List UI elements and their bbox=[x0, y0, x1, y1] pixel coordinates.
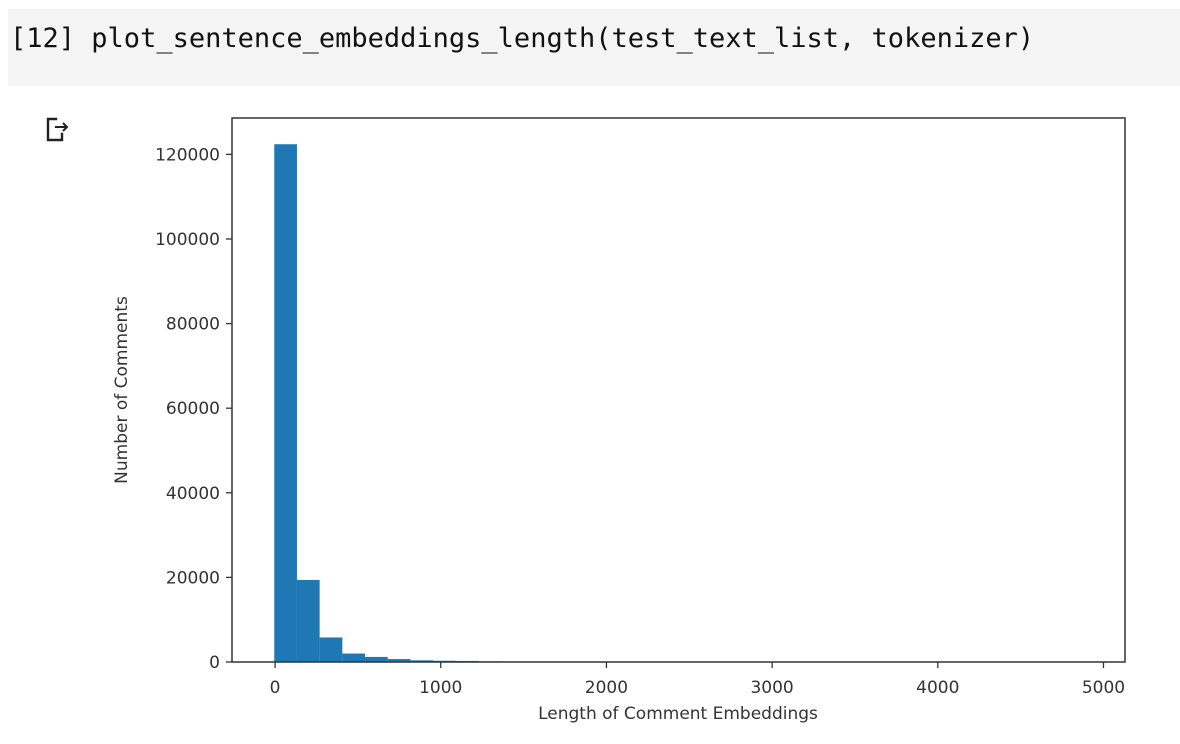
y-tick-label: 40000 bbox=[166, 484, 220, 504]
y-tick-label: 80000 bbox=[166, 315, 220, 335]
bars-group bbox=[274, 144, 502, 663]
histogram-bar bbox=[319, 637, 343, 662]
execution-count: [12] bbox=[10, 23, 76, 54]
histogram-bar bbox=[387, 659, 411, 662]
x-axis-label: Length of Comment Embeddings bbox=[538, 704, 818, 724]
histogram-bar bbox=[342, 653, 366, 662]
y-tick-label: 0 bbox=[209, 653, 220, 673]
y-tick-label: 120000 bbox=[155, 145, 220, 165]
code-line: [12] plot_sentence_embeddings_length(tes… bbox=[10, 23, 1034, 54]
output-arrow-icon[interactable] bbox=[38, 110, 70, 142]
y-axis-ticks: 0 20000 40000 60000 80000 100000 120000 bbox=[155, 145, 232, 673]
x-tick-label: 0 bbox=[270, 678, 281, 698]
code-text: plot_sentence_embeddings_length(test_tex… bbox=[91, 23, 1035, 54]
y-tick-label: 100000 bbox=[155, 230, 220, 250]
y-tick-label: 60000 bbox=[166, 399, 220, 419]
x-tick-label: 3000 bbox=[750, 678, 793, 698]
histogram-bar bbox=[410, 660, 434, 662]
x-tick-label: 2000 bbox=[585, 678, 628, 698]
x-axis-ticks: 0 1000 2000 3000 4000 5000 bbox=[270, 662, 1125, 698]
plot-frame bbox=[231, 117, 1126, 663]
x-tick-label: 5000 bbox=[1082, 678, 1125, 698]
y-tick-label: 20000 bbox=[166, 568, 220, 588]
y-axis-label: Number of Comments bbox=[112, 296, 132, 484]
code-cell[interactable] bbox=[8, 9, 1180, 86]
x-tick-label: 4000 bbox=[916, 678, 959, 698]
histogram-bar bbox=[365, 656, 388, 662]
x-tick-label: 1000 bbox=[419, 678, 462, 698]
histogram-bar bbox=[274, 144, 297, 663]
histogram-bar bbox=[296, 579, 320, 662]
